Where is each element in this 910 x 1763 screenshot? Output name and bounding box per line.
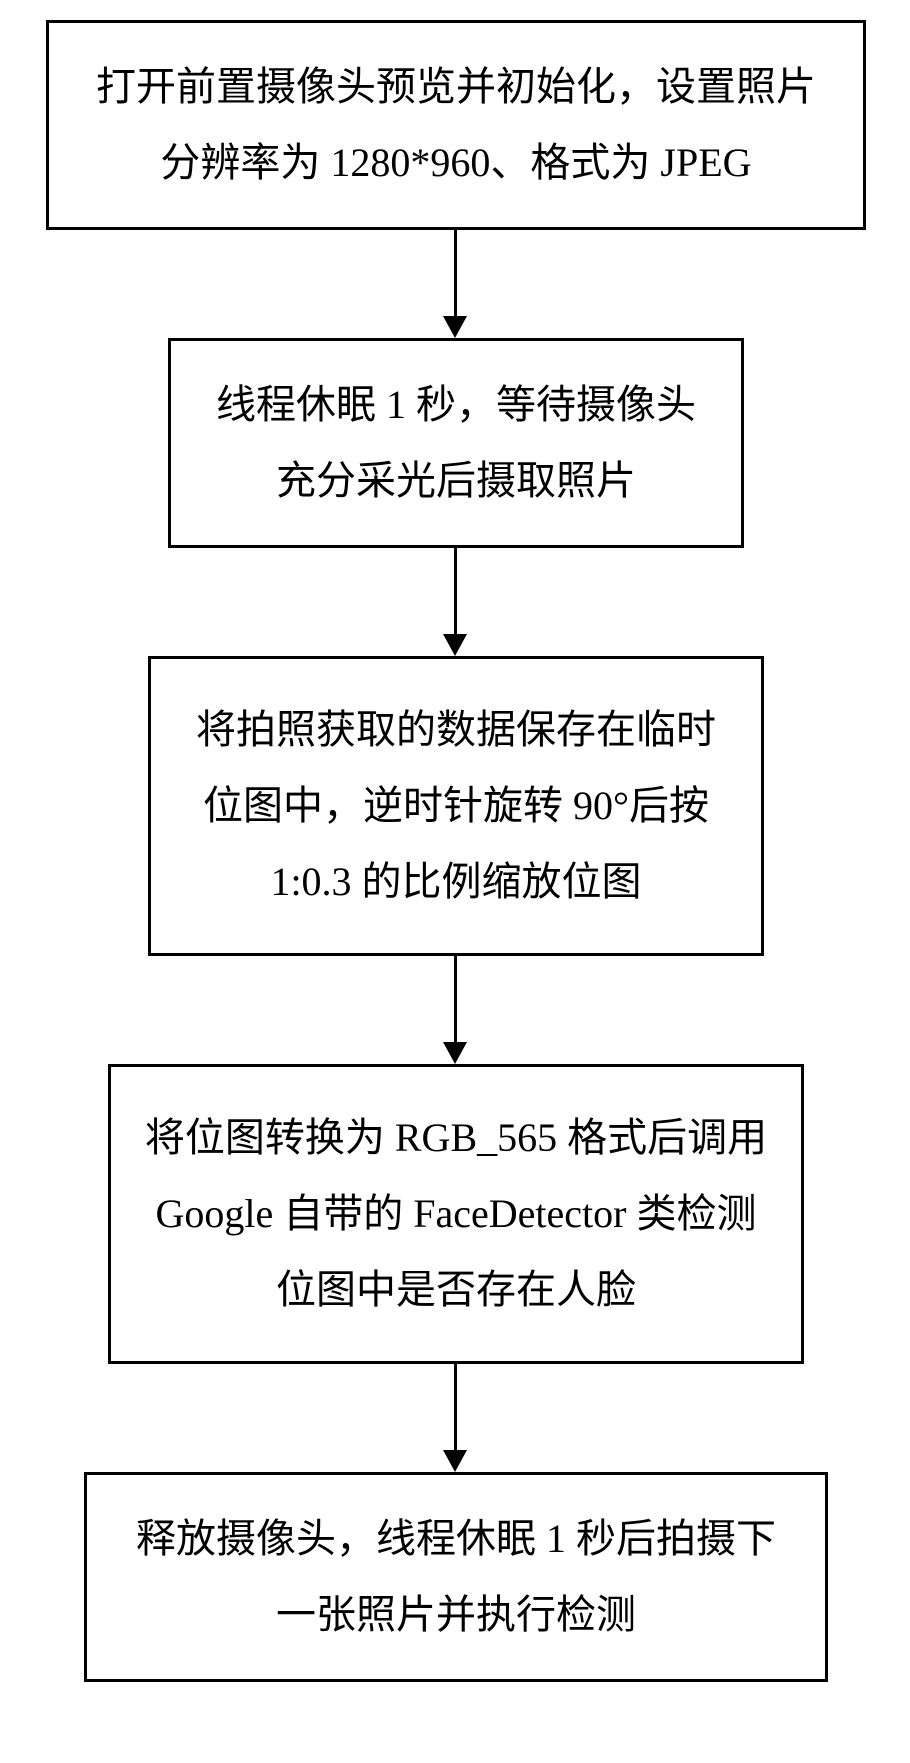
flow-node-5-text: 释放摄像头，线程休眠 1 秒后拍摄下一张照片并执行检测 (117, 1501, 795, 1653)
flow-node-2-text: 线程休眠 1 秒，等待摄像头充分采光后摄取照片 (201, 367, 711, 519)
flow-arrow-1-line (454, 230, 457, 316)
flow-node-5: 释放摄像头，线程休眠 1 秒后拍摄下一张照片并执行检测 (84, 1472, 828, 1682)
flow-node-3-text: 将拍照获取的数据保存在临时位图中，逆时针旋转 90°后按 1:0.3 的比例缩放… (181, 692, 731, 920)
flow-node-1: 打开前置摄像头预览并初始化，设置照片分辨率为 1280*960、格式为 JPEG (46, 20, 866, 230)
flow-node-2: 线程休眠 1 秒，等待摄像头充分采光后摄取照片 (168, 338, 744, 548)
flowchart-container: 打开前置摄像头预览并初始化，设置照片分辨率为 1280*960、格式为 JPEG… (0, 0, 910, 1763)
flow-arrow-4-line (454, 1364, 457, 1450)
flow-arrow-4-head (443, 1450, 467, 1472)
flow-arrow-2-head (443, 634, 467, 656)
flow-arrow-1-head (443, 316, 467, 338)
flow-arrow-2-line (454, 548, 457, 634)
flow-arrow-3-line (454, 956, 457, 1042)
flow-node-3: 将拍照获取的数据保存在临时位图中，逆时针旋转 90°后按 1:0.3 的比例缩放… (148, 656, 764, 956)
flow-node-4-text: 将位图转换为 RGB_565 格式后调用 Google 自带的 FaceDete… (141, 1100, 771, 1328)
flow-arrow-3-head (443, 1042, 467, 1064)
flow-node-4: 将位图转换为 RGB_565 格式后调用 Google 自带的 FaceDete… (108, 1064, 804, 1364)
flow-node-1-text: 打开前置摄像头预览并初始化，设置照片分辨率为 1280*960、格式为 JPEG (79, 49, 833, 201)
